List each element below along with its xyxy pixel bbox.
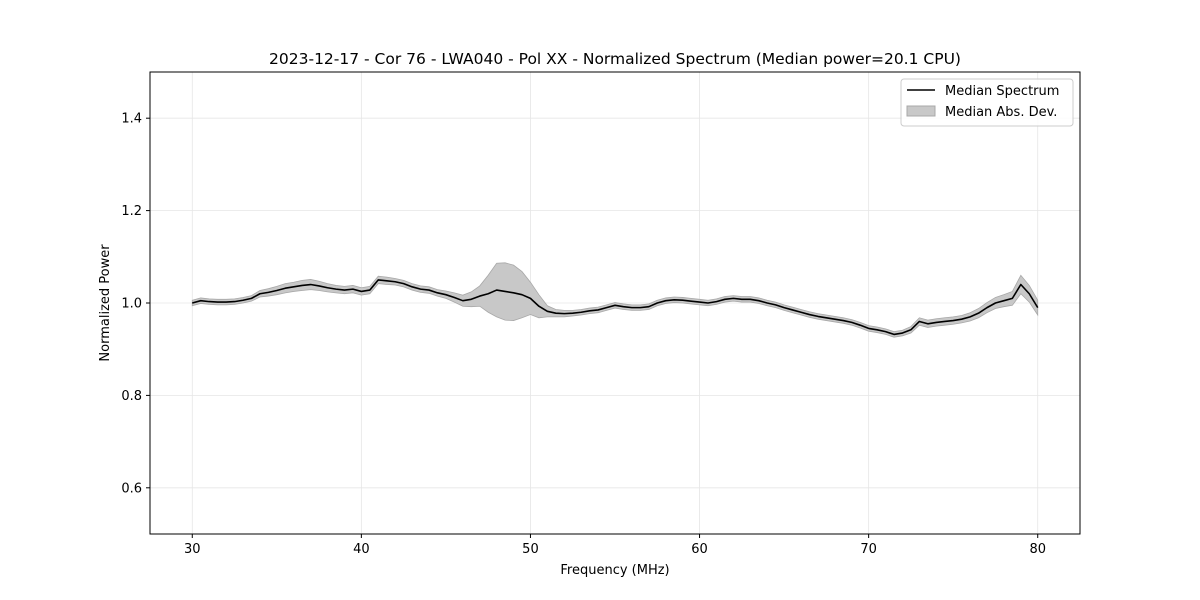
y-tick-label: 1.4 [121,112,142,127]
median-abs-dev-band [191,262,1039,338]
y-tick-label: 1.2 [121,204,142,219]
x-tick-label: 60 [691,542,708,557]
x-tick-label: 30 [184,542,201,557]
chart-title: 2023-12-17 - Cor 76 - LWA040 - Pol XX - … [269,50,961,68]
x-tick-label: 80 [1029,542,1046,557]
legend-band-swatch [906,105,936,117]
x-axis-ticks: 30 40 50 60 70 80 [184,534,1046,557]
legend: Median Spectrum Median Abs. Dev. [900,78,1074,127]
y-tick-label: 0.6 [121,481,142,496]
x-tick-label: 50 [522,542,539,557]
y-tick-label: 0.8 [121,389,142,404]
median-spectrum-line [192,279,1039,336]
x-tick-label: 70 [860,542,877,557]
median-line-layer [192,279,1039,336]
y-axis-label: Normalized Power [98,244,113,362]
x-axis-label: Frequency (MHz) [560,563,669,578]
legend-label-median-abs-dev: Median Abs. Dev. [945,105,1057,120]
legend-label-median-spectrum: Median Spectrum [945,84,1059,99]
legend-box [900,78,1074,127]
y-axis-ticks: 0.6 0.8 1.0 1.2 1.4 [121,112,150,496]
x-tick-label: 40 [353,542,370,557]
y-tick-label: 1.0 [121,297,142,312]
mad-band-layer [191,262,1039,338]
